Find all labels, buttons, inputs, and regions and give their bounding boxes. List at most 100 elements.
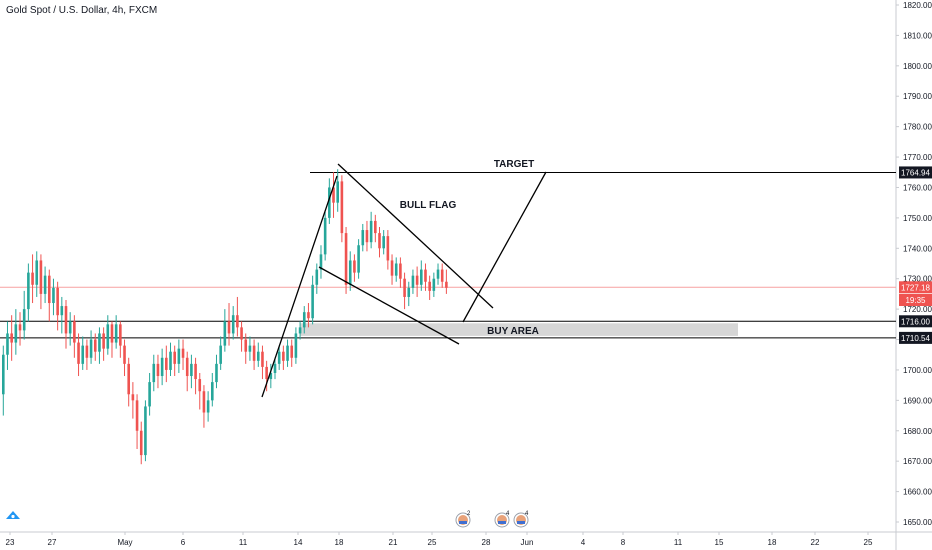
earnings-event-icon[interactable]: 4 xyxy=(513,511,529,528)
candle-body xyxy=(432,278,436,291)
candle-body xyxy=(206,400,210,413)
candle-body xyxy=(361,230,365,246)
candle xyxy=(361,223,365,252)
candle xyxy=(31,254,34,304)
x-tick-label: 18 xyxy=(335,538,344,547)
tradingview-logo-icon[interactable] xyxy=(5,510,21,520)
candle xyxy=(428,275,431,300)
candle-body xyxy=(169,351,172,370)
y-tick-label: 1670.00 xyxy=(903,457,932,466)
candle xyxy=(43,266,47,304)
candle-body xyxy=(399,263,402,279)
candle-body xyxy=(35,260,39,285)
candle xyxy=(64,299,68,349)
candle xyxy=(340,175,344,243)
candle-body xyxy=(428,281,431,291)
price-badge-box xyxy=(899,315,932,328)
event-icon-band xyxy=(459,521,467,524)
candle xyxy=(390,254,394,285)
x-tick-label: 18 xyxy=(768,538,777,547)
candle xyxy=(411,269,415,294)
candle xyxy=(244,333,248,364)
candle-body xyxy=(18,324,22,331)
candle xyxy=(286,339,289,367)
candle-body xyxy=(386,236,390,261)
candle xyxy=(265,360,268,392)
candle-body xyxy=(31,272,34,285)
candle xyxy=(165,345,168,383)
candle-body xyxy=(6,333,9,355)
candle xyxy=(202,385,206,428)
y-tick-label: 1750.00 xyxy=(903,214,932,223)
candle xyxy=(332,172,335,218)
candle-body xyxy=(152,363,156,383)
candle-body xyxy=(394,263,398,276)
x-tick-label: 6 xyxy=(181,538,186,547)
candle-body xyxy=(64,306,68,334)
price-badge: 1716.00 xyxy=(899,315,932,328)
price-badge-label: 19:35 xyxy=(905,296,926,305)
y-tick-label: 1720.00 xyxy=(903,305,932,314)
y-tick-label: 1700.00 xyxy=(903,366,932,375)
candle-body xyxy=(27,272,30,310)
candle xyxy=(432,272,436,297)
candle-body xyxy=(77,342,80,364)
candle xyxy=(10,315,13,361)
candle xyxy=(315,263,319,294)
candle xyxy=(206,391,210,422)
candle-body xyxy=(81,345,85,364)
candle xyxy=(394,257,398,282)
candle xyxy=(185,351,189,392)
candle xyxy=(365,220,369,252)
candle-body xyxy=(265,366,268,380)
candle xyxy=(403,272,406,310)
event-icon-band xyxy=(517,521,525,524)
candle xyxy=(119,321,122,358)
candle xyxy=(60,296,64,334)
y-tick-label: 1780.00 xyxy=(903,123,932,132)
earnings-event-icon[interactable]: 4 xyxy=(494,511,510,528)
candle xyxy=(160,348,164,386)
candle-body xyxy=(98,333,101,352)
candle xyxy=(319,245,323,279)
x-tick-label: 23 xyxy=(6,538,15,547)
candle-body xyxy=(47,275,51,304)
candle-body xyxy=(93,339,97,352)
candle-body xyxy=(2,354,5,395)
candle xyxy=(424,263,427,291)
candle-body xyxy=(139,430,143,456)
candle-body xyxy=(273,363,277,373)
candle xyxy=(307,303,310,328)
candle-body xyxy=(227,321,231,334)
candle xyxy=(273,357,277,380)
candle xyxy=(269,363,273,389)
candle-body xyxy=(424,269,427,282)
y-tick-label: 1740.00 xyxy=(903,244,932,253)
candle xyxy=(77,333,80,377)
candle-body xyxy=(248,345,252,352)
candle-body xyxy=(340,181,344,234)
price-badge-box xyxy=(899,293,932,306)
candle xyxy=(261,345,264,380)
x-tick-label: 14 xyxy=(294,538,303,547)
event-icon-count: 2 xyxy=(467,511,471,517)
earnings-event-icon[interactable]: 2 xyxy=(455,511,471,528)
candle xyxy=(248,336,252,361)
candle xyxy=(198,372,202,410)
y-tick-label: 1770.00 xyxy=(903,153,932,162)
price-badge-box xyxy=(899,166,932,179)
candle xyxy=(240,321,243,352)
x-tick-label: May xyxy=(117,538,132,547)
candle xyxy=(282,345,285,370)
candle xyxy=(219,336,222,370)
candle-body xyxy=(211,382,214,401)
candle-body xyxy=(39,260,43,294)
x-axis-ticks: 23 27 May 6 11 14 18 21 25 28 Jun 4 8 11 15 18 22 25 xyxy=(6,532,873,547)
candle xyxy=(47,269,51,322)
flagpole-line xyxy=(261,175,338,398)
candle xyxy=(139,421,143,465)
candle-body xyxy=(407,287,411,297)
candle xyxy=(294,327,298,364)
